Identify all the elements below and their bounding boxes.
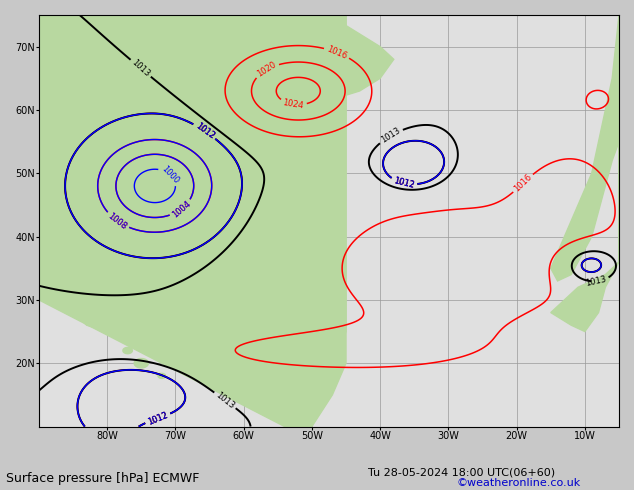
Polygon shape xyxy=(123,347,133,354)
Polygon shape xyxy=(158,373,165,378)
Polygon shape xyxy=(551,15,619,281)
Text: 1013: 1013 xyxy=(380,126,402,145)
Text: 1008: 1008 xyxy=(107,211,129,231)
Text: 1000: 1000 xyxy=(160,164,181,186)
Text: 1008: 1008 xyxy=(107,211,129,231)
Text: 1012: 1012 xyxy=(193,121,216,141)
Polygon shape xyxy=(39,15,346,414)
Text: 1012: 1012 xyxy=(146,410,169,426)
Polygon shape xyxy=(179,368,185,371)
Polygon shape xyxy=(551,15,619,332)
Text: 1012: 1012 xyxy=(392,176,415,190)
Text: 1004: 1004 xyxy=(171,199,192,219)
Text: 1013: 1013 xyxy=(130,58,152,79)
Polygon shape xyxy=(228,387,232,390)
Polygon shape xyxy=(146,343,150,346)
Text: 1012: 1012 xyxy=(193,121,216,141)
Polygon shape xyxy=(39,15,346,426)
Text: 1012: 1012 xyxy=(392,176,415,190)
Text: 1020: 1020 xyxy=(256,60,278,79)
Polygon shape xyxy=(207,381,212,384)
Text: Surface pressure [hPa] ECMWF: Surface pressure [hPa] ECMWF xyxy=(6,472,200,485)
Text: 1013: 1013 xyxy=(214,390,236,411)
Text: 1012: 1012 xyxy=(392,176,415,190)
Text: Tu 28-05-2024 18:00 UTC(06+60): Tu 28-05-2024 18:00 UTC(06+60) xyxy=(368,468,555,478)
Polygon shape xyxy=(134,359,148,368)
Text: 1013: 1013 xyxy=(585,274,607,288)
Text: 1016: 1016 xyxy=(325,44,349,61)
Text: 1016: 1016 xyxy=(512,172,534,194)
Polygon shape xyxy=(242,393,245,396)
Text: 1024: 1024 xyxy=(282,98,304,110)
Text: 1012: 1012 xyxy=(193,121,216,141)
Text: 1012: 1012 xyxy=(146,410,169,426)
Text: ©weatheronline.co.uk: ©weatheronline.co.uk xyxy=(456,478,581,488)
Text: 1012: 1012 xyxy=(146,410,169,426)
Polygon shape xyxy=(278,15,394,98)
Text: 1004: 1004 xyxy=(171,199,192,219)
